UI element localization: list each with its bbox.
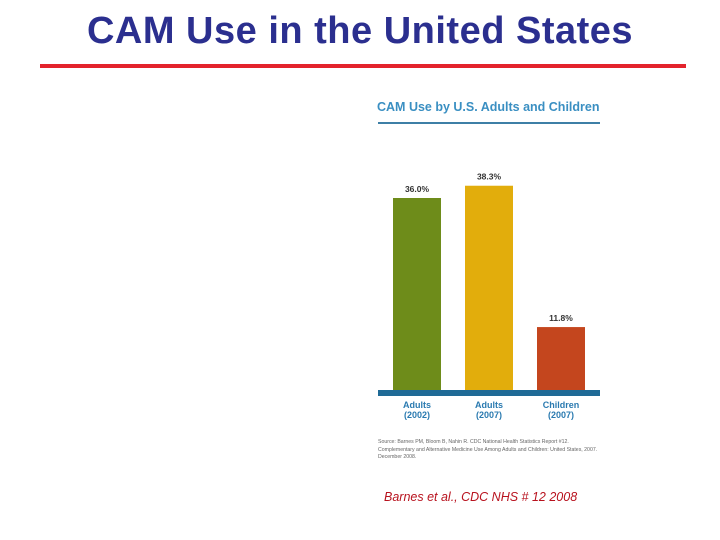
chart-title-rule	[378, 122, 600, 124]
data-label-adults-2002: 36.0%	[405, 184, 430, 194]
tick-label-adults-2002-line-2: (2002)	[404, 410, 430, 420]
bar-children-2007	[537, 327, 585, 390]
tick-label-children-2007-line-2: (2007)	[548, 410, 574, 420]
slide-title: CAM Use in the United States	[86, 10, 634, 52]
citation: Barnes et al., CDC NHS # 12 2008	[384, 490, 578, 504]
tick-label-adults-2002-line-1: Adults	[403, 400, 431, 410]
data-label-adults-2007: 38.3%	[477, 172, 502, 182]
chart-source-note: Source: Barnes PM, Bloom B, Nahin R. CDC…	[378, 439, 598, 460]
tick-label-adults-2007-line-1: Adults	[475, 400, 503, 410]
bar-adults-2002	[393, 198, 441, 390]
tick-label-adults-2007-line-2: (2007)	[476, 410, 502, 420]
bar-adults-2007	[465, 185, 513, 390]
tick-label-children-2007-line-1: Children	[543, 400, 580, 410]
chart-title: CAM Use by U.S. Adults and Children	[377, 100, 600, 114]
chart-figure: 36.0% Adults (2002) 38.3% Adults (2007) 11.8% C…	[372, 94, 612, 474]
data-label-children-2007: 11.8%	[549, 313, 573, 323]
chart-baseline	[378, 390, 600, 396]
bar-chart: 36.0%Adults(2002)38.3%Adults(2007)11.8%C…	[378, 172, 600, 420]
title-underline	[40, 64, 686, 68]
